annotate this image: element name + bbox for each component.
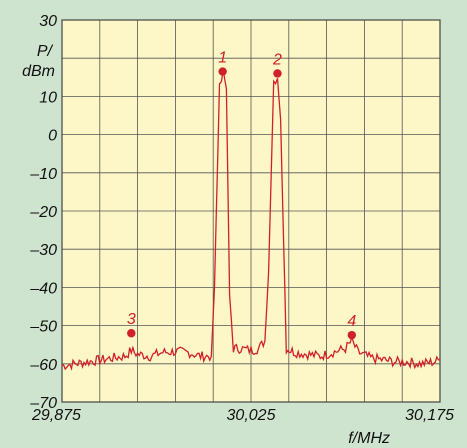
y-tick-label: 10 <box>39 89 57 106</box>
y-axis-label-line1: P/ <box>37 43 54 60</box>
y-tick-label: –30 <box>29 242 57 259</box>
y-tick-label: –10 <box>29 166 57 183</box>
peak-marker-label: 2 <box>272 51 282 68</box>
plot-frame <box>61 19 441 403</box>
y-tick-label: –20 <box>29 204 57 221</box>
y-axis-label-line2: dBm <box>22 63 55 80</box>
y-tick-label: 30 <box>39 13 57 30</box>
x-tick-label: 30,025 <box>227 407 276 424</box>
peak-marker-dot <box>218 67 227 76</box>
x-tick-label: 30,175 <box>405 407 454 424</box>
peak-marker-dot <box>273 69 282 78</box>
spectrum-trace <box>61 69 441 371</box>
peak-markers: 1 2 3 4 <box>127 50 356 340</box>
x-axis-label: f/MHz <box>348 430 390 447</box>
y-tick-label: –50 <box>29 319 57 336</box>
grid <box>62 20 440 402</box>
x-tick-labels: 29,875 30,025 30,175 <box>31 407 454 424</box>
x-tick-label: 29,875 <box>31 407 81 424</box>
peak-marker-dot <box>347 330 356 340</box>
y-tick-label: –70 <box>29 395 57 412</box>
peak-marker-label: 1 <box>218 50 227 67</box>
y-tick-label: –40 <box>29 280 57 297</box>
y-tick-label: –60 <box>29 357 57 374</box>
peak-marker-label: 3 <box>127 311 136 328</box>
y-tick-labels: 30 10 0 –10 –20 –30 –40 –50 –60 –70 <box>29 13 57 412</box>
y-tick-label: 0 <box>48 128 57 145</box>
peak-marker-dot <box>127 329 136 338</box>
peak-marker-label: 4 <box>347 313 356 330</box>
